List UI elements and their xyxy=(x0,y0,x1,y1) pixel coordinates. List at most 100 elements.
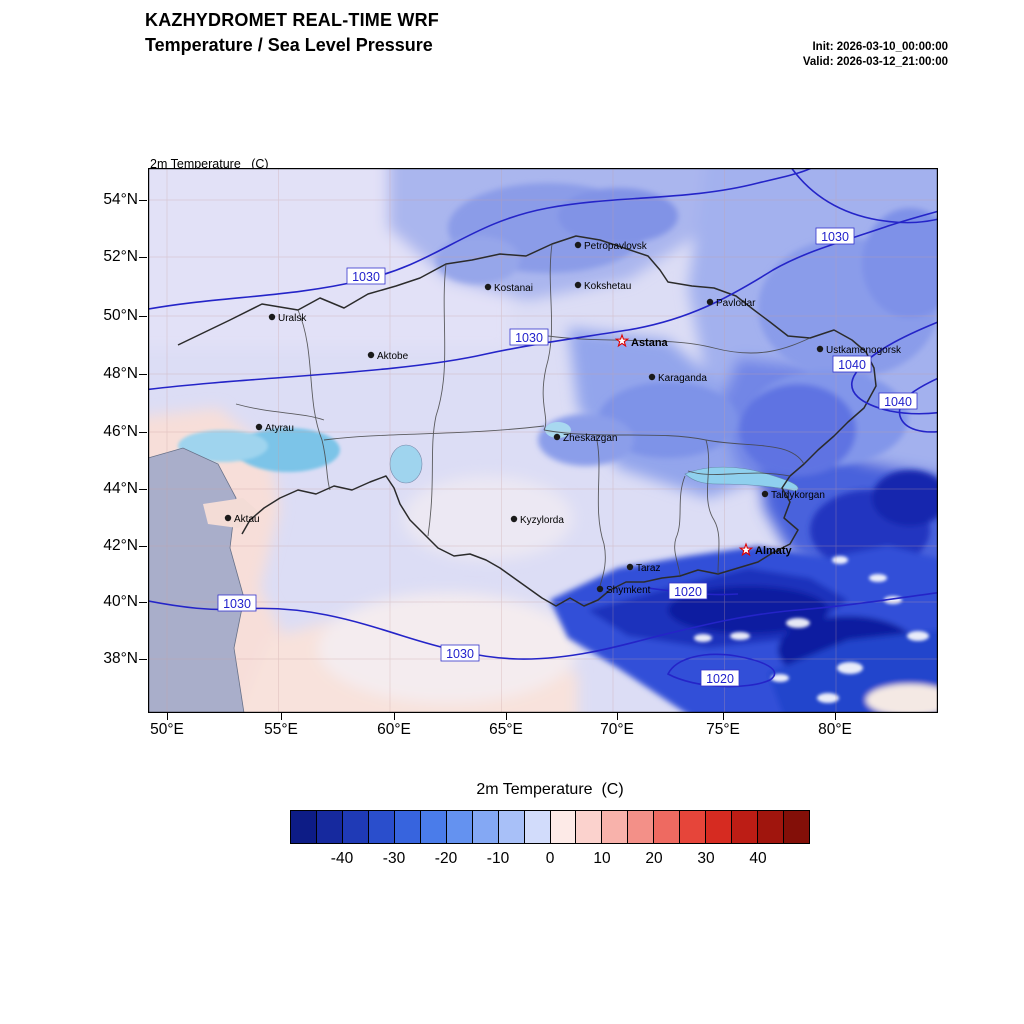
city-atyrau: Atyrau xyxy=(255,423,294,434)
svg-text:1020: 1020 xyxy=(706,672,734,686)
isobar-labels: 1030 1030 1030 1040 1040 1030 1030 1020 … xyxy=(217,227,918,687)
colorbar-cell xyxy=(731,811,758,843)
city-almaty: Almaty xyxy=(738,542,793,557)
svg-text:1030: 1030 xyxy=(223,597,251,611)
svg-text:1020: 1020 xyxy=(674,585,702,599)
page-subtitle: Temperature / Sea Level Pressure xyxy=(145,35,433,55)
colorbar-cell xyxy=(523,811,550,843)
axis-tick xyxy=(139,546,147,547)
isobar-label: 1040 xyxy=(832,355,872,373)
isobar-label: 1020 xyxy=(668,582,708,600)
city-zheskazgan: Zheskazgan xyxy=(553,433,617,444)
lon-tick-65e: 65°E xyxy=(471,712,541,739)
colorbar-cell xyxy=(705,811,732,843)
city-shymkent: Shymkent xyxy=(596,585,651,596)
isobar-label: 1030 xyxy=(440,644,480,662)
lat-tick-44n: 44°N xyxy=(58,478,147,500)
lat-tick-46n: 46°N xyxy=(58,421,147,443)
svg-text:Uralsk: Uralsk xyxy=(278,313,307,324)
svg-text:Taraz: Taraz xyxy=(636,563,660,574)
snow-speckles xyxy=(694,556,929,703)
svg-text:Taldykorgan: Taldykorgan xyxy=(771,490,825,501)
svg-text:Zheskazgan: Zheskazgan xyxy=(563,433,617,444)
colorbar-cell xyxy=(757,811,784,843)
city-karaganda: Karaganda xyxy=(648,373,707,384)
caspian-sea xyxy=(148,447,245,713)
svg-text:1030: 1030 xyxy=(352,270,380,284)
colorbar-cells xyxy=(291,811,810,843)
lat-tick-54n: 54°N xyxy=(58,189,147,211)
isobar-label: 1030 xyxy=(346,267,386,285)
isobar-label: 1020 xyxy=(700,669,740,687)
colorbar-cell xyxy=(627,811,654,843)
axis-tick xyxy=(139,316,147,317)
svg-text:Almaty: Almaty xyxy=(755,545,793,557)
colorbar-cell xyxy=(601,811,628,843)
svg-text:Kostanai: Kostanai xyxy=(494,283,533,294)
page-title: KAZHYDROMET REAL-TIME WRF xyxy=(145,10,439,30)
svg-text:1030: 1030 xyxy=(821,230,849,244)
city-uralsk: Uralsk xyxy=(268,313,307,324)
colorbar-tick-label: -20 xyxy=(434,850,458,867)
colorbar-tick-label: 20 xyxy=(645,850,663,867)
colorbar-cell xyxy=(315,811,342,843)
colorbar-cell xyxy=(549,811,576,843)
colorbar-cell xyxy=(497,811,524,843)
city-kostanai: Kostanai xyxy=(484,283,533,294)
colorbar-tick-label: -40 xyxy=(330,850,354,867)
svg-text:Kyzylorda: Kyzylorda xyxy=(520,515,564,526)
run-times: Init: 2026-03-10_00:00:00 Valid: 2026-03… xyxy=(803,40,948,70)
axis-tick xyxy=(139,489,147,490)
colorbar-cell xyxy=(341,811,368,843)
svg-text:Aktobe: Aktobe xyxy=(377,351,409,362)
svg-text:Karaganda: Karaganda xyxy=(658,373,707,384)
lat-tick-48n: 48°N xyxy=(58,363,147,385)
colorbar-cell xyxy=(291,811,316,843)
axis-tick xyxy=(139,602,147,603)
lat-tick-38n: 38°N xyxy=(58,648,147,670)
colorbar-cell xyxy=(419,811,446,843)
city-kyzylorda: Kyzylorda xyxy=(510,515,564,526)
city-petropavlovsk: Petropavlovsk xyxy=(574,241,648,252)
colorbar-cell xyxy=(679,811,706,843)
axis-tick xyxy=(139,374,147,375)
svg-text:Atyrau: Atyrau xyxy=(265,423,294,434)
isobar-label: 1030 xyxy=(509,328,549,346)
lon-tick-80e: 80°E xyxy=(800,712,870,739)
aral-sea xyxy=(389,444,423,484)
city-aktau: Aktau xyxy=(224,514,260,525)
colorbar-title: 2m Temperature (C) xyxy=(476,781,624,798)
colorbar-tick-label: 10 xyxy=(593,850,611,867)
city-pavlodar: Pavlodar xyxy=(706,298,756,309)
colorbar-cell xyxy=(393,811,420,843)
lon-tick-75e: 75°E xyxy=(688,712,758,739)
colorbar-cell xyxy=(445,811,472,843)
svg-text:Aktau: Aktau xyxy=(234,514,260,525)
axis-tick xyxy=(281,712,282,720)
lat-tick-40n: 40°N xyxy=(58,591,147,613)
axis-tick xyxy=(394,712,395,720)
axis-tick xyxy=(139,659,147,660)
lon-tick-50e: 50°E xyxy=(132,712,202,739)
svg-text:1040: 1040 xyxy=(838,358,866,372)
lon-tick-70e: 70°E xyxy=(582,712,652,739)
init-time: Init: 2026-03-10_00:00:00 xyxy=(812,41,948,53)
axis-tick xyxy=(139,432,147,433)
field-label-temperature: 2m Temperature (C) xyxy=(150,157,269,171)
colorbar-tick-label: 30 xyxy=(697,850,715,867)
oblast-borders xyxy=(235,243,811,587)
cities: Petropavlovsk Kostanai Kokshetau Pavloda… xyxy=(224,241,902,596)
lat-tick-50n: 50°N xyxy=(58,305,147,327)
isobar-label: 1030 xyxy=(217,594,257,612)
axis-tick xyxy=(139,257,147,258)
svg-text:Petropavlovsk: Petropavlovsk xyxy=(584,241,648,252)
svg-text:1030: 1030 xyxy=(515,331,543,345)
capital-star-icon xyxy=(614,333,630,348)
capital-star-icon xyxy=(738,542,754,557)
colorbar-cell xyxy=(471,811,498,843)
lon-tick-60e: 60°E xyxy=(359,712,429,739)
mangystau-peninsula xyxy=(203,498,260,528)
colorbar-tick-label: 40 xyxy=(749,850,767,867)
isobar-label: 1030 xyxy=(815,227,855,245)
